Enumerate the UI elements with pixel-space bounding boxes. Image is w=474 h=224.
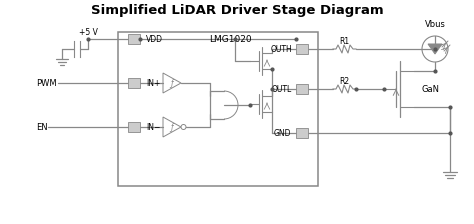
Text: GND: GND: [273, 129, 291, 138]
Text: Vbus: Vbus: [425, 20, 446, 29]
Text: EN: EN: [36, 123, 47, 131]
Bar: [118, 32, 318, 186]
Bar: [296, 128, 308, 138]
Bar: [296, 84, 308, 94]
Text: LMG1020: LMG1020: [209, 34, 251, 43]
Text: PWM: PWM: [36, 78, 56, 88]
Text: R1: R1: [339, 37, 349, 45]
Bar: [128, 34, 140, 44]
Bar: [296, 44, 308, 54]
Text: ƒ: ƒ: [171, 78, 173, 88]
Text: GaN: GaN: [422, 84, 440, 93]
Text: +5 V: +5 V: [79, 28, 98, 37]
Bar: [128, 78, 140, 88]
Text: OUTH: OUTH: [271, 45, 293, 54]
Text: IN−: IN−: [146, 123, 160, 131]
Polygon shape: [428, 44, 442, 54]
Text: IN+: IN+: [146, 78, 160, 88]
Text: OUTL: OUTL: [272, 84, 292, 93]
Text: R2: R2: [339, 77, 349, 86]
Bar: [128, 122, 140, 132]
Text: Simplified LiDAR Driver Stage Diagram: Simplified LiDAR Driver Stage Diagram: [91, 4, 383, 17]
Text: ƒ: ƒ: [171, 123, 173, 131]
Text: VDD: VDD: [146, 34, 163, 43]
